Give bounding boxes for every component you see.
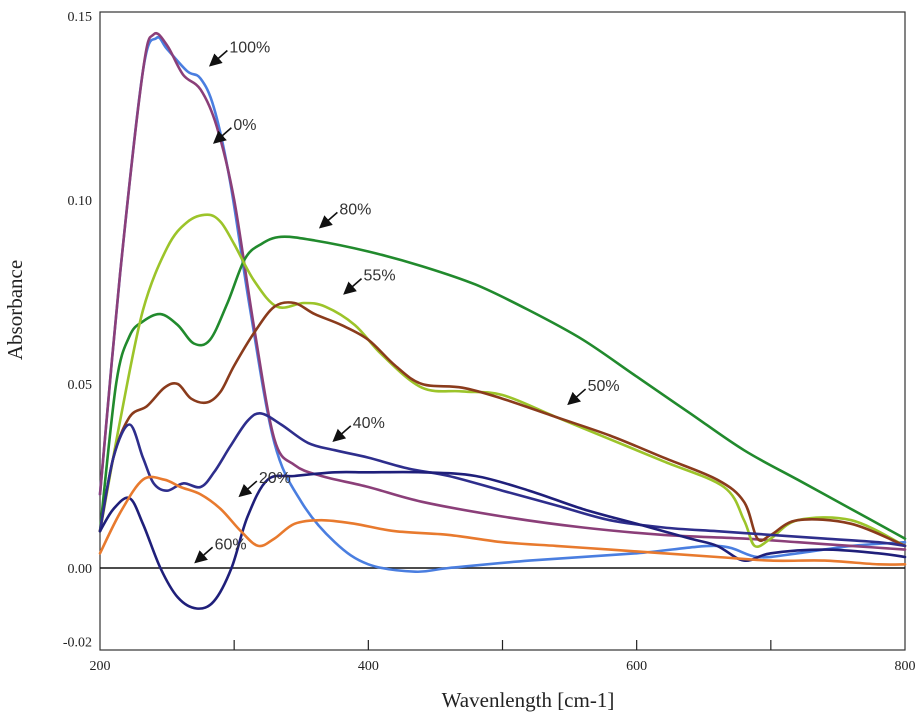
annotation-arrow: [318, 211, 338, 229]
y-tick-label: 0.10: [68, 194, 93, 209]
y-tick-label: 0.15: [68, 10, 93, 25]
x-tick-label: 200: [90, 659, 111, 674]
series-line-20pct: [98, 475, 907, 566]
y-axis-title: Absorbance: [3, 260, 27, 360]
annotation-arrow: [343, 278, 363, 295]
series-line-40pct: [98, 412, 907, 548]
x-tick-label: 400: [358, 659, 379, 674]
annotation-arrow: [238, 480, 258, 498]
annotation-arrow: [332, 425, 352, 442]
annotation-label: 50%: [588, 378, 620, 395]
annotation-arrow: [194, 546, 214, 564]
x-axis-title: Wavenlength [cm-1]: [442, 688, 615, 712]
annotation-label: 20%: [259, 470, 291, 487]
y-tick-label: 0.05: [68, 378, 93, 393]
x-tick-label: 800: [895, 659, 916, 674]
x-tick-label: 600: [626, 659, 647, 674]
annotation-label: 80%: [339, 201, 371, 218]
annotation-label: 40%: [353, 415, 385, 432]
series-line-100pct: [98, 35, 907, 574]
series-line-80pct: [98, 235, 907, 540]
annotation-label: 100%: [229, 39, 270, 56]
annotation-label: 0%: [233, 117, 256, 134]
series-line-0pct: [98, 32, 907, 551]
annotation-label: 60%: [215, 536, 247, 553]
series-line-50pct: [98, 213, 907, 548]
y-tick-label: -0.02: [63, 636, 92, 651]
annotation-label: 55%: [364, 268, 396, 285]
annotation-arrow: [212, 127, 232, 144]
annotation-arrow: [567, 388, 587, 406]
y-tick-label: 0.00: [68, 562, 93, 577]
series-line-55pct: [98, 301, 907, 548]
annotation-arrow: [208, 49, 228, 67]
